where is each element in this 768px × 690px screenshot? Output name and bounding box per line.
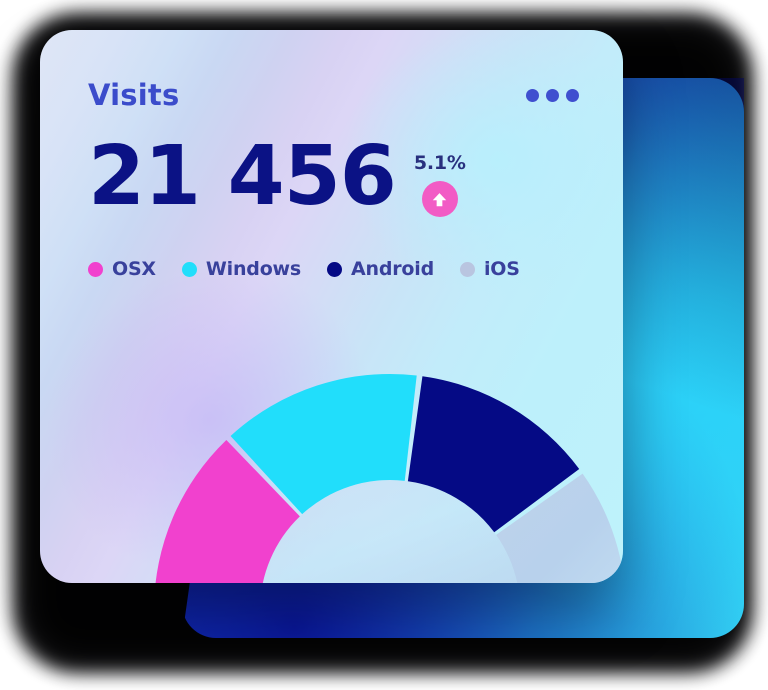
donut-center-hole <box>262 480 518 583</box>
dot-1 <box>526 88 539 102</box>
metric-row: 21 456 5.1% <box>88 129 466 224</box>
visits-stat-card: Visits 21 456 5.1% OSX Windows Android iOS <box>40 30 623 583</box>
legend-item-osx[interactable]: OSX <box>88 258 156 280</box>
donut-segment-android[interactable] <box>407 376 580 533</box>
card-header: Visits <box>88 74 583 116</box>
donut-gauge-svg <box>154 374 623 583</box>
arrow-up-icon <box>433 192 447 206</box>
legend-label: Windows <box>205 258 302 280</box>
legend-swatch-windows <box>181 261 197 277</box>
legend-label: iOS <box>483 258 520 280</box>
legend-label: Android <box>351 258 434 280</box>
trend-up-badge <box>421 181 458 217</box>
dot-3 <box>566 88 579 102</box>
legend-item-android[interactable]: Android <box>327 258 434 280</box>
metric-value: 21 456 <box>88 129 397 224</box>
visits-donut-chart <box>40 280 623 583</box>
delta-value: 5.1% <box>413 152 466 174</box>
legend-item-windows[interactable]: Windows <box>181 258 302 280</box>
dot-2 <box>546 88 559 102</box>
three-dots-icon[interactable] <box>522 81 583 110</box>
legend-swatch-android <box>327 261 343 277</box>
legend-label: OSX <box>112 258 156 280</box>
page-title: Visits <box>88 77 180 112</box>
legend-swatch-osx <box>88 261 103 277</box>
donut-segment-windows[interactable] <box>230 374 417 515</box>
chart-legend: OSX Windows Android iOS <box>88 258 520 280</box>
legend-swatch-ios <box>459 261 475 277</box>
donut-segment-osx[interactable] <box>154 439 300 583</box>
donut-segment-ios[interactable] <box>496 473 623 583</box>
legend-item-ios[interactable]: iOS <box>459 258 520 280</box>
delta-indicator: 5.1% <box>414 152 466 217</box>
